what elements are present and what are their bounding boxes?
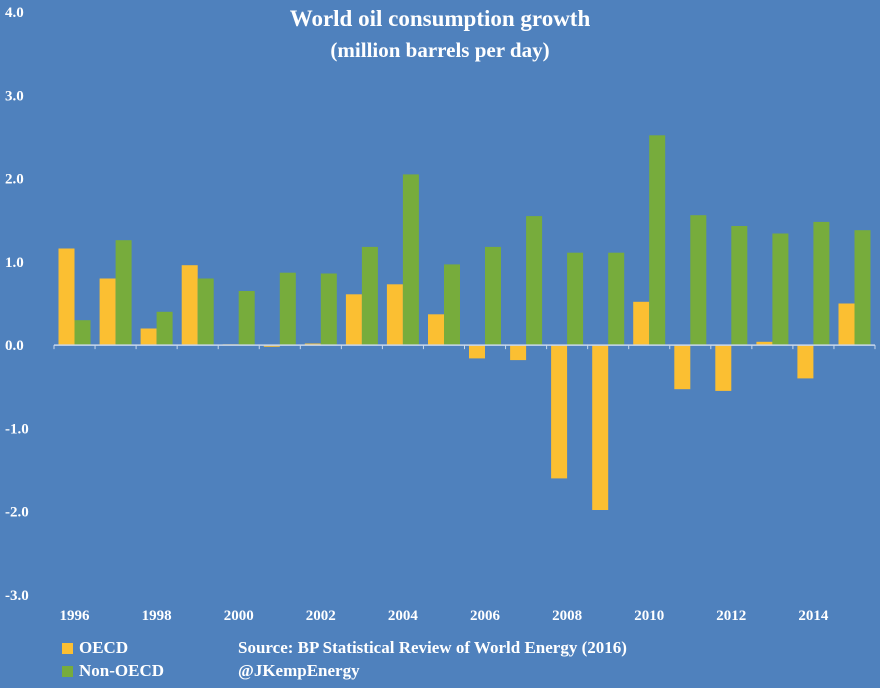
y-tick-label: 1.0 xyxy=(5,255,24,271)
x-tick-label: 2008 xyxy=(552,608,582,624)
chart-title: World oil consumption growth xyxy=(289,6,591,31)
bar-oecd-2009 xyxy=(592,345,609,510)
bar-non-oecd-2014 xyxy=(813,221,830,346)
bar-oecd-2003 xyxy=(345,294,362,346)
bar-non-oecd-2015 xyxy=(854,230,871,346)
bar-non-oecd-2004 xyxy=(402,174,419,346)
bar-non-oecd-2012 xyxy=(731,226,748,346)
bar-non-oecd-2006 xyxy=(485,246,501,346)
bar-non-oecd-1996 xyxy=(74,320,91,346)
bar-oecd-1998 xyxy=(140,328,157,346)
x-tick-label: 1998 xyxy=(142,608,172,624)
x-tick-label: 2014 xyxy=(798,608,829,624)
chart-subtitle: (million barrels per day) xyxy=(330,38,550,62)
x-tick-label: 2006 xyxy=(470,608,501,624)
bar-non-oecd-1998 xyxy=(156,311,173,346)
y-tick-label: 2.0 xyxy=(5,172,24,188)
y-tick-label: 4.0 xyxy=(5,5,24,21)
bar-non-oecd-2003 xyxy=(361,246,378,346)
bar-non-oecd-2002 xyxy=(320,273,337,346)
bar-oecd-2014 xyxy=(797,345,814,379)
y-tick-label: 0.0 xyxy=(5,338,24,354)
legend-label-non-oecd: Non-OECD xyxy=(79,661,165,680)
source-note: Source: BP Statistical Review of World E… xyxy=(238,638,627,657)
bar-non-oecd-2005 xyxy=(444,264,460,346)
bar-oecd-2010 xyxy=(633,301,650,346)
x-axis: 1996 1998 2000 2002 2004 2006 2008 2010 2012 2014 xyxy=(60,608,829,624)
bar-oecd-2001 xyxy=(263,345,280,347)
y-tick-label: 3.0 xyxy=(5,88,24,104)
bar-oecd-2015 xyxy=(838,303,855,346)
x-tick-label: 1996 xyxy=(60,608,91,624)
x-axis-baseline xyxy=(53,344,876,350)
bar-oecd-2005 xyxy=(428,314,444,346)
y-tick-label: -1.0 xyxy=(5,421,29,437)
x-tick-label: 2012 xyxy=(716,608,746,624)
bar-oecd-1997 xyxy=(99,278,116,346)
legend-swatch-oecd xyxy=(62,642,73,654)
bar-non-oecd-2001 xyxy=(279,272,296,346)
bar-non-oecd-1997 xyxy=(115,240,132,346)
x-tick-label: 2000 xyxy=(224,608,254,624)
bar-oecd-1996 xyxy=(58,248,75,346)
author-handle: @JKempEnergy xyxy=(238,661,360,680)
bar-non-oecd-2008 xyxy=(567,252,584,346)
bar-non-oecd-2007 xyxy=(526,216,543,346)
bar-non-oecd-2000 xyxy=(238,291,255,346)
bar-oecd-2008 xyxy=(551,345,568,479)
bar-oecd-2013 xyxy=(756,341,773,346)
bar-non-oecd-2013 xyxy=(772,233,789,346)
y-tick-label: -2.0 xyxy=(5,505,29,521)
bars xyxy=(58,135,871,510)
legend-swatch-non-oecd xyxy=(62,665,73,677)
bar-oecd-2002 xyxy=(304,343,321,346)
legend-item-non-oecd: Non-OECD xyxy=(62,661,164,681)
x-tick-label: 2010 xyxy=(634,608,664,624)
bar-non-oecd-2009 xyxy=(608,252,625,346)
x-tick-label: 2004 xyxy=(388,608,419,624)
legend-item-oecd: OECD xyxy=(62,638,128,658)
bar-oecd-1999 xyxy=(181,265,198,346)
legend-label-oecd: OECD xyxy=(79,638,129,657)
bar-non-oecd-1999 xyxy=(197,278,214,346)
bar-oecd-2006 xyxy=(469,345,485,359)
bar-oecd-2007 xyxy=(510,345,527,361)
x-tick-label: 2002 xyxy=(306,608,336,624)
y-axis: 4.0 3.0 2.0 1.0 0.0 -1.0 -2.0 -3.0 xyxy=(5,5,29,604)
bar-oecd-2011 xyxy=(674,345,691,390)
y-tick-label: -3.0 xyxy=(5,588,29,604)
bar-non-oecd-2010 xyxy=(649,135,666,346)
bar-oecd-2012 xyxy=(715,345,732,391)
bar-non-oecd-2011 xyxy=(690,215,707,346)
bar-oecd-2004 xyxy=(386,284,403,346)
